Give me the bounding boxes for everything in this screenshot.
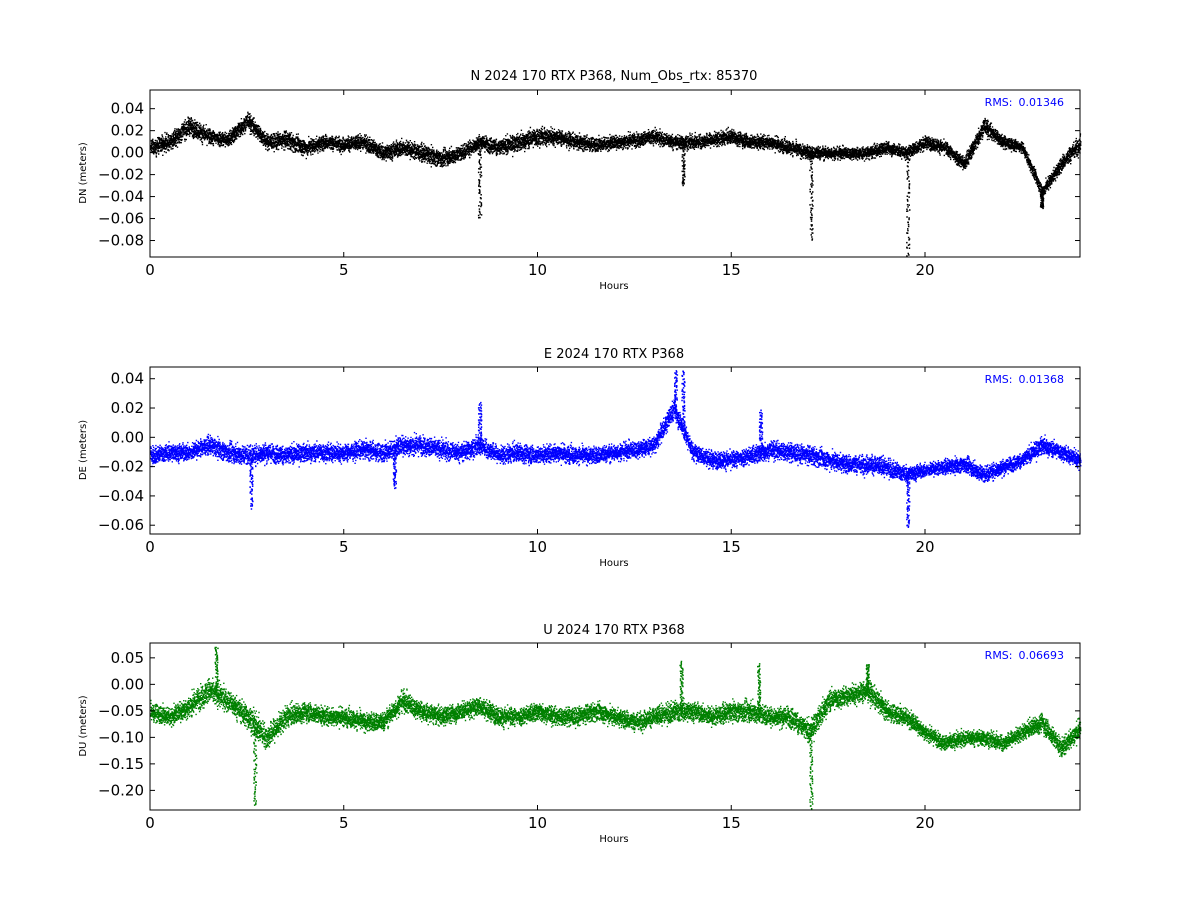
panel-u: U 2024 170 RTX P368 0 5 10 15 20 −0.20−0.15−… bbox=[78, 623, 1082, 845]
panel-n-rms-label: RMS: bbox=[985, 96, 1013, 109]
panel-n-xticks: 0 5 10 15 20 bbox=[145, 90, 935, 279]
panel-n-ytick-label-4: 0.00 bbox=[111, 144, 144, 162]
panel-e-xticks: 0 5 10 15 20 bbox=[145, 367, 935, 556]
panel-u-ytick-label-2: −0.10 bbox=[98, 728, 144, 746]
panel-n-ytick-label-2: −0.04 bbox=[98, 188, 144, 206]
panel-u-spike-1 bbox=[253, 725, 258, 806]
panel-u-ytick-label-5: 0.05 bbox=[111, 649, 144, 667]
panel-n-spike-1 bbox=[681, 141, 686, 187]
panel-n-spike-3 bbox=[906, 151, 911, 257]
panel-u-ytick-label-4: 0.00 bbox=[111, 675, 144, 693]
panel-e-spike-5 bbox=[758, 409, 764, 455]
panel-e-xtick-label-1: 5 bbox=[339, 538, 349, 556]
panel-n-points bbox=[150, 111, 1082, 257]
panel-n-ylabel: DN (meters) bbox=[78, 142, 89, 204]
panel-u-spike-5 bbox=[865, 664, 870, 692]
panel-e-points bbox=[150, 370, 1082, 528]
panel-u-yticks: −0.20 −0.15 −0.10 −0.05 0.00 0.05 bbox=[98, 649, 1080, 799]
panel-u-xtick-label-1: 5 bbox=[339, 814, 349, 832]
panel-n-ytick-label-1: −0.06 bbox=[98, 210, 144, 228]
panel-e-xtick-label-4: 20 bbox=[915, 538, 934, 556]
panel-u-ytick-label-0: −0.20 bbox=[98, 781, 144, 799]
panel-u-ytick-label-1: −0.15 bbox=[98, 755, 144, 773]
panel-n: N 2024 170 RTX P368, Num_Obs_rtx: 85370 … bbox=[78, 69, 1082, 292]
panel-e-xtick-label-3: 15 bbox=[722, 538, 741, 556]
panel-n-ytick-label-6: 0.04 bbox=[111, 100, 144, 118]
panel-e-spike-0 bbox=[249, 453, 254, 510]
panel-e-rms-label: RMS: bbox=[985, 373, 1013, 386]
panel-n-title: N 2024 170 RTX P368, Num_Obs_rtx: 85370 bbox=[471, 69, 758, 84]
panel-u-xtick-label-2: 10 bbox=[528, 814, 547, 832]
panel-e-xtick-label-2: 10 bbox=[528, 538, 547, 556]
panel-u-spike-2 bbox=[679, 660, 684, 714]
panel-u-xtick-label-4: 20 bbox=[915, 814, 934, 832]
panel-u-rms: RMS: 0.06693 bbox=[985, 649, 1064, 662]
panel-u-title: U 2024 170 RTX P368 bbox=[543, 623, 685, 638]
panel-e-data-points bbox=[150, 399, 1082, 483]
panel-e: E 2024 170 RTX P368 0 5 10 15 20 −0.06−0.04−… bbox=[78, 347, 1082, 569]
panel-n-ytick-label-3: −0.02 bbox=[98, 166, 144, 184]
panel-e-xtick-label-0: 0 bbox=[145, 538, 155, 556]
panel-n-ytick-label-5: 0.02 bbox=[111, 122, 144, 140]
panel-n-rms-value: 0.01346 bbox=[1019, 96, 1065, 109]
panel-n-frame bbox=[149, 89, 1081, 258]
panel-e-spike-6 bbox=[906, 475, 911, 528]
panel-e-title: E 2024 170 RTX P368 bbox=[544, 347, 684, 362]
panel-n-xtick-label-3: 15 bbox=[722, 261, 741, 279]
panel-n-rms: RMS: 0.01346 bbox=[985, 96, 1064, 109]
panel-e-ytick-label-5: 0.04 bbox=[111, 370, 144, 388]
panel-e-ytick-label-1: −0.04 bbox=[98, 487, 144, 505]
panel-u-rms-value: 0.06693 bbox=[1019, 649, 1065, 662]
panel-e-rms-value: 0.01368 bbox=[1019, 373, 1065, 386]
panel-n-spike-4 bbox=[1039, 189, 1045, 210]
panel-e-spike-1 bbox=[392, 447, 398, 490]
panel-u-xlabel: Hours bbox=[599, 834, 628, 845]
panel-u-xtick-label-0: 0 bbox=[145, 814, 155, 832]
panel-e-frame bbox=[149, 366, 1081, 535]
panel-e-ytick-label-3: 0.00 bbox=[111, 428, 144, 446]
panel-n-ytick-label-0: −0.08 bbox=[98, 232, 144, 250]
panel-u-spike-4 bbox=[809, 728, 814, 810]
panel-e-spike-3 bbox=[673, 370, 679, 414]
panel-u-spike-3 bbox=[757, 663, 762, 715]
panel-e-spike-4 bbox=[681, 370, 686, 432]
panel-n-xlabel: Hours bbox=[599, 281, 628, 292]
panel-n-xtick-label-1: 5 bbox=[339, 261, 349, 279]
panel-n-spike-0 bbox=[477, 142, 483, 219]
panel-e-ylabel: DE (meters) bbox=[78, 420, 89, 480]
panel-u-frame bbox=[149, 642, 1081, 811]
panel-e-ytick-label-0: −0.06 bbox=[98, 516, 144, 534]
panel-e-rms: RMS: 0.01368 bbox=[985, 373, 1064, 386]
panel-e-ytick-label-2: −0.02 bbox=[98, 458, 144, 476]
panel-n-xtick-label-0: 0 bbox=[145, 261, 155, 279]
panel-u-spike-0 bbox=[214, 646, 219, 696]
panel-e-spike-2 bbox=[477, 401, 483, 447]
panel-n-xtick-label-2: 10 bbox=[528, 261, 547, 279]
panel-u-ytick-label-3: −0.05 bbox=[98, 702, 144, 720]
panel-n-yticks: −0.08 −0.06 −0.04 −0.02 0.00 0.02 0.04 bbox=[98, 100, 1080, 250]
panel-n-xtick-label-4: 20 bbox=[915, 261, 934, 279]
panel-e-xlabel: Hours bbox=[599, 558, 628, 569]
panel-n-spike-2 bbox=[809, 153, 814, 241]
panel-u-points bbox=[150, 646, 1082, 810]
panel-u-xticks: 0 5 10 15 20 bbox=[145, 643, 935, 832]
panel-u-xtick-label-3: 15 bbox=[722, 814, 741, 832]
panel-e-ytick-label-4: 0.02 bbox=[111, 399, 144, 417]
panel-e-yticks: −0.06 −0.04 −0.02 0.00 0.02 0.04 bbox=[98, 370, 1080, 534]
panel-u-ylabel: DU (meters) bbox=[78, 695, 89, 756]
panel-u-rms-label: RMS: bbox=[985, 649, 1013, 662]
panel-u-data-points bbox=[150, 677, 1082, 758]
